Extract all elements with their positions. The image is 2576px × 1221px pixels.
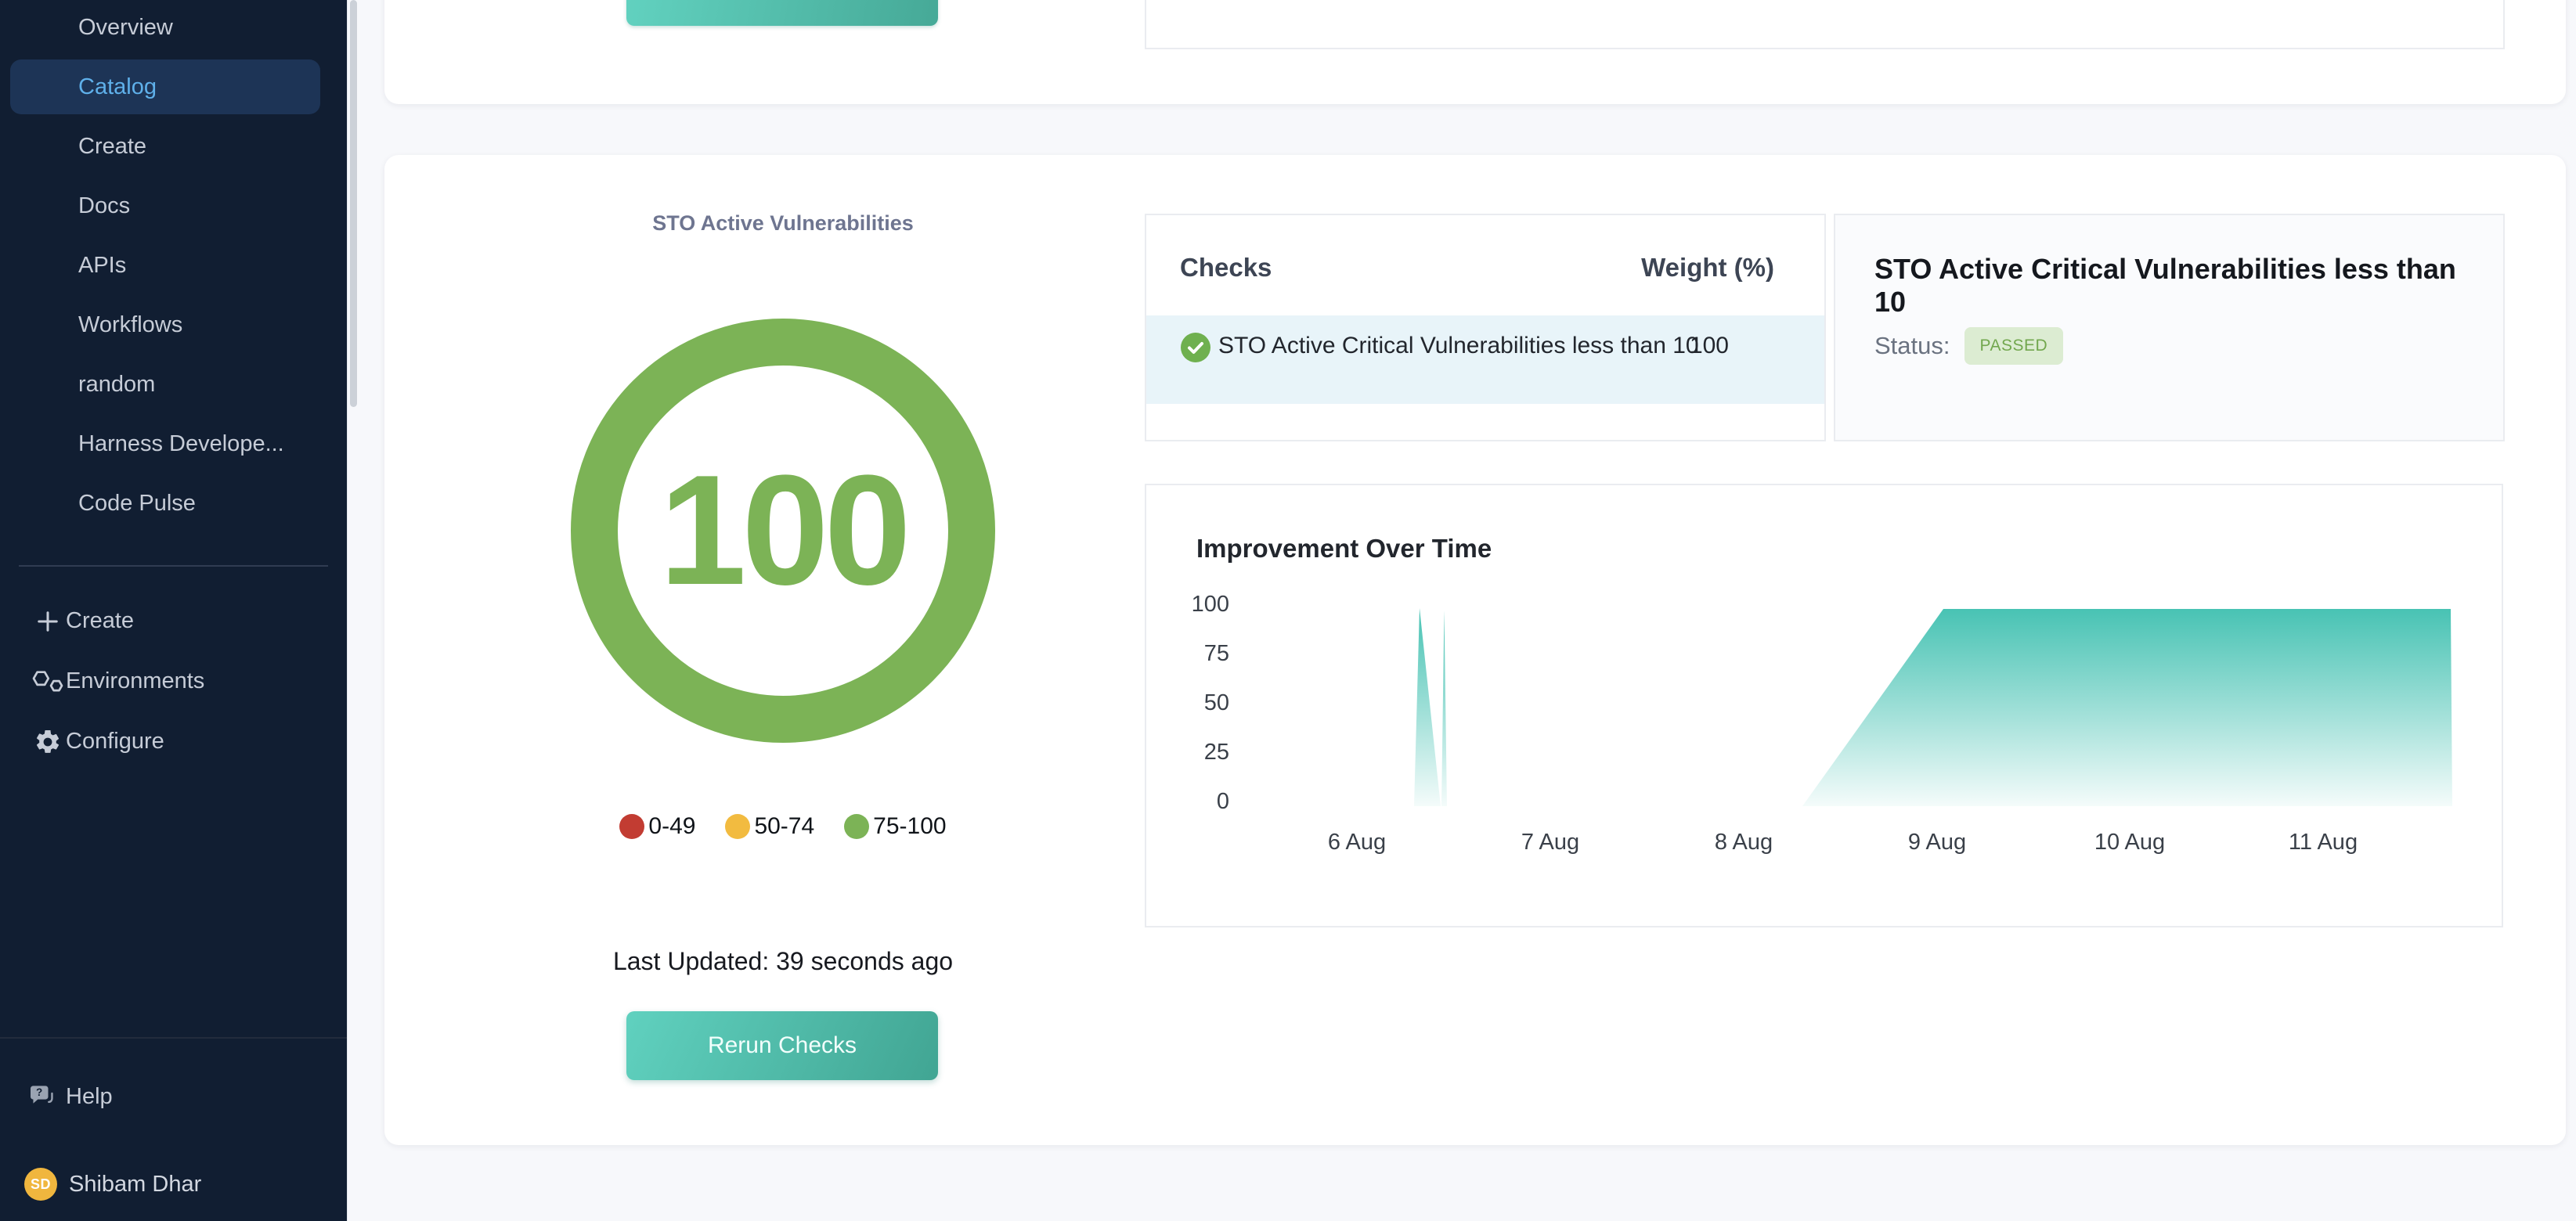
svg-text:?: ? (36, 1086, 42, 1098)
sidebar-item-apis[interactable]: APIs (78, 252, 127, 278)
y-axis-tick: 25 (1203, 740, 1229, 765)
last-updated-text: Last Updated: 39 seconds ago (612, 947, 954, 975)
scorecard-title: STO Active Vulnerabilities (652, 211, 914, 235)
sidebar: Overview Catalog Create Docs APIs Workfl… (0, 0, 347, 1221)
checks-panel: Checks Weight (%) STO Active Critical Vu… (1145, 214, 1826, 441)
sidebar-item-code-pulse[interactable]: Code Pulse (78, 490, 196, 516)
sidebar-border (347, 0, 348, 1221)
avatar: SD (24, 1168, 57, 1201)
check-detail-title: STO Active Critical Vulnerabilities less… (1874, 253, 2456, 318)
sidebar-footer-divider (0, 1037, 347, 1039)
check-weight: 100 (1689, 333, 1729, 358)
sidebar-item-harness-developer[interactable]: Harness Develope... (78, 430, 284, 456)
check-row[interactable]: STO Active Critical Vulnerabilities less… (1146, 315, 1824, 404)
y-axis-tick: 50 (1203, 690, 1229, 715)
status-badge: PASSED (1964, 327, 2064, 365)
legend-dot-yellow (725, 814, 751, 839)
sidebar-action-label: Environments (66, 668, 205, 693)
sidebar-item-random[interactable]: random (78, 371, 156, 397)
sidebar-nav: Overview Catalog Create Docs APIs Workfl… (0, 0, 347, 533)
improvement-chart-panel: Improvement Over Time 100 75 50 25 0 6 A… (1145, 484, 2503, 927)
legend-item-low: 0-49 (619, 813, 695, 840)
area-spike-2 (1441, 610, 1447, 806)
legend-dot-red (619, 814, 645, 839)
legend-item-high: 75-100 (844, 813, 947, 840)
score-gauge: 100 (564, 312, 1002, 750)
sidebar-divider (19, 565, 328, 567)
x-axis-tick: 7 Aug (1521, 830, 1580, 855)
x-axis-tick: 6 Aug (1327, 830, 1387, 855)
previous-scorecard-card (384, 0, 2566, 104)
check-passed-icon (1181, 333, 1210, 362)
sidebar-action-configure[interactable]: Configure (0, 711, 347, 772)
area-main (1802, 609, 2452, 806)
sidebar-item-create[interactable]: Create (78, 133, 147, 159)
x-axis-tick: 10 Aug (2094, 830, 2166, 855)
plus-icon (30, 607, 66, 636)
weight-column-header: Weight (%) (1641, 253, 1774, 282)
score-legend: 0-49 50-74 75-100 (525, 803, 1041, 850)
help-chat-icon: ? (27, 1082, 66, 1111)
y-axis-tick: 100 (1191, 592, 1229, 617)
y-axis-tick: 0 (1216, 789, 1229, 814)
help-button[interactable]: ? Help (0, 1067, 347, 1126)
y-axis-tick: 75 (1203, 641, 1229, 666)
chart-title: Improvement Over Time (1196, 534, 1492, 563)
score-value: 100 (659, 443, 911, 618)
user-name: Shibam Dhar (69, 1171, 202, 1197)
previous-chart-panel-partial (1145, 0, 2505, 49)
x-axis-tick: 8 Aug (1714, 830, 1773, 855)
sidebar-action-label: Create (66, 608, 135, 633)
x-axis-tick: 9 Aug (1907, 830, 1967, 855)
sidebar-action-create[interactable]: Create (0, 591, 347, 651)
sidebar-scrollbar[interactable] (350, 0, 357, 407)
sidebar-item-catalog[interactable]: Catalog (10, 59, 320, 114)
sidebar-item-overview[interactable]: Overview (78, 14, 173, 40)
sidebar-actions: Create Environments Configure (0, 591, 347, 772)
rerun-checks-button-partial[interactable] (626, 0, 938, 26)
legend-dot-green (844, 814, 870, 839)
rerun-checks-button[interactable]: Rerun Checks (626, 1011, 938, 1080)
gauge-ring (571, 319, 995, 743)
gear-icon (30, 728, 66, 756)
sidebar-item-workflows[interactable]: Workflows (78, 312, 183, 337)
check-name: STO Active Critical Vulnerabilities less… (1218, 333, 1699, 358)
sidebar-action-label: Configure (66, 729, 164, 754)
area-spike-1 (1414, 608, 1441, 806)
sidebar-action-environments[interactable]: Environments (0, 651, 347, 711)
status-row: Status: PASSED (1874, 326, 2064, 366)
scorecard-card: STO Active Vulnerabilities 100 0-49 50-7… (384, 155, 2566, 1145)
hexagons-icon (30, 668, 66, 696)
x-axis-tick: 11 Aug (2288, 830, 2358, 855)
check-detail-panel: STO Active Critical Vulnerabilities less… (1834, 214, 2505, 441)
user-menu[interactable]: SD Shibam Dhar (0, 1157, 347, 1212)
sidebar-item-docs[interactable]: Docs (78, 193, 131, 218)
checks-column-header: Checks (1180, 253, 1272, 282)
status-label: Status: (1874, 332, 1950, 359)
legend-item-medium: 50-74 (725, 813, 814, 840)
improvement-area-chart (1414, 608, 2452, 806)
help-label: Help (66, 1083, 113, 1109)
